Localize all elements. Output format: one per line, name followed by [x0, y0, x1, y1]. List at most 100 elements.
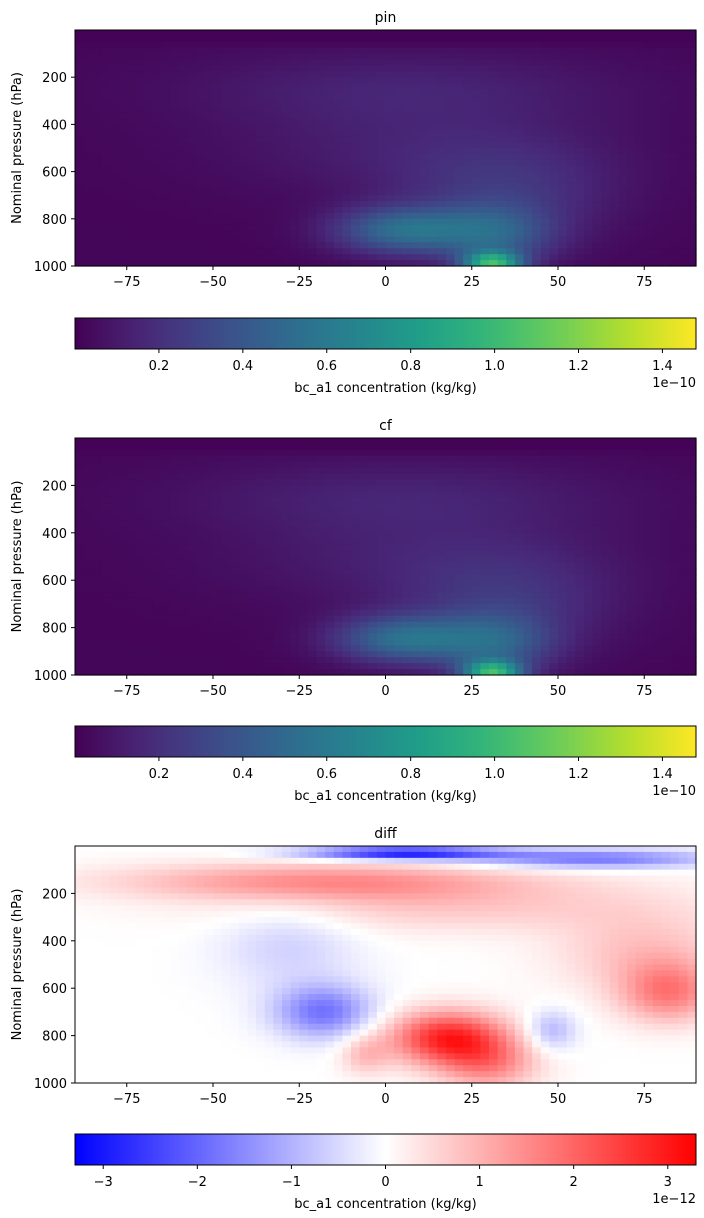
heatmap-cell — [221, 94, 231, 102]
heatmap-cell — [635, 106, 645, 114]
heatmap-cell — [290, 94, 300, 102]
heatmap-cell — [342, 59, 352, 66]
heatmap-cell — [376, 236, 387, 243]
heatmap-cell — [532, 473, 542, 481]
heatmap-cell — [100, 106, 111, 114]
heatmap-cell — [178, 236, 188, 243]
heatmap-cell — [273, 65, 283, 72]
heatmap-cell — [609, 59, 619, 66]
heatmap-cell — [627, 485, 637, 492]
heatmap-cell — [307, 580, 318, 587]
heatmap-cell — [195, 479, 205, 486]
heatmap-cell — [290, 130, 300, 137]
heatmap-cell — [394, 195, 404, 202]
heatmap-cell — [428, 248, 438, 255]
heatmap-cell — [394, 586, 404, 593]
heatmap-cell — [161, 574, 171, 581]
heatmap-cell — [92, 597, 102, 605]
heatmap-cell — [678, 580, 688, 587]
heatmap-cell — [678, 438, 688, 445]
heatmap-cell — [109, 112, 119, 120]
heatmap-cell — [92, 77, 102, 84]
heatmap-cell — [92, 556, 102, 564]
heatmap-cell — [385, 544, 395, 552]
heatmap-cell — [411, 509, 421, 516]
heatmap-cell — [238, 195, 249, 202]
heatmap-cell — [230, 592, 240, 599]
heatmap-cell — [273, 153, 283, 161]
heatmap-cell — [540, 71, 550, 78]
heatmap-cell — [273, 544, 283, 552]
heatmap-cell — [497, 112, 507, 120]
heatmap-cell — [454, 538, 464, 546]
heatmap-cell — [635, 89, 645, 96]
heatmap-cell — [238, 136, 249, 143]
heatmap-cell — [290, 260, 300, 267]
heatmap-cell — [359, 550, 369, 558]
heatmap-cell — [635, 509, 645, 516]
heatmap-cell — [282, 124, 292, 131]
heatmap-cell — [342, 473, 352, 481]
heatmap-cell — [583, 35, 594, 43]
heatmap-cell — [609, 491, 619, 498]
heatmap-cell — [299, 467, 309, 475]
heatmap-cell — [463, 538, 473, 546]
heatmap-cell — [238, 159, 249, 167]
heatmap-cell — [290, 59, 300, 66]
heatmap-cell — [351, 130, 361, 137]
heatmap-cell — [282, 218, 292, 226]
heatmap-cell — [454, 201, 464, 208]
heatmap-cell — [238, 94, 249, 102]
heatmap-cell — [161, 438, 171, 445]
heatmap-cell — [489, 53, 499, 61]
heatmap-cell — [316, 503, 326, 510]
heatmap-cell — [566, 520, 576, 528]
heatmap-cell — [247, 224, 257, 232]
heatmap-cell — [273, 485, 283, 492]
heatmap-cell — [635, 171, 645, 179]
heatmap-cell — [661, 212, 671, 220]
heatmap-cell — [75, 159, 85, 167]
heatmap-cell — [178, 544, 188, 552]
heatmap-cell — [506, 443, 516, 451]
heatmap-cell — [670, 461, 680, 469]
heatmap-cell — [351, 195, 361, 202]
heatmap-cell — [247, 65, 257, 72]
heatmap-cell — [635, 112, 645, 120]
heatmap-cell — [489, 106, 499, 114]
heatmap-cell — [618, 479, 628, 486]
heatmap-cell — [420, 568, 430, 575]
heatmap-cell — [471, 41, 481, 49]
heatmap-cell — [428, 230, 438, 238]
heatmap-cell — [670, 159, 680, 167]
heatmap-cell — [109, 41, 119, 49]
heatmap-cell — [282, 526, 292, 534]
heatmap-cell — [307, 574, 318, 581]
heatmap-cell — [661, 254, 671, 261]
heatmap-cell — [247, 485, 257, 492]
heatmap-cell — [325, 53, 335, 61]
heatmap-cell — [230, 77, 240, 84]
heatmap-cell — [195, 207, 205, 214]
heatmap-cell — [230, 89, 240, 96]
heatmap-cell — [454, 94, 464, 102]
heatmap-cell — [514, 177, 525, 184]
heatmap-cell — [299, 443, 309, 451]
heatmap-cell — [161, 479, 171, 486]
heatmap-cell — [359, 142, 369, 149]
heatmap-cell — [592, 449, 602, 457]
heatmap-cell — [221, 556, 231, 564]
heatmap-cell — [540, 562, 550, 569]
heatmap-cell — [670, 473, 680, 481]
heatmap-cell — [144, 449, 154, 457]
heatmap-cell — [204, 526, 214, 534]
heatmap-cell — [264, 479, 274, 486]
heatmap-cell — [75, 177, 85, 184]
heatmap-cell — [532, 201, 542, 208]
heatmap-cell — [307, 224, 318, 232]
heatmap-cell — [307, 195, 318, 202]
heatmap-cell — [83, 248, 93, 255]
heatmap-cell — [178, 89, 188, 96]
heatmap-cell — [126, 520, 136, 528]
heatmap-cell — [135, 526, 145, 534]
